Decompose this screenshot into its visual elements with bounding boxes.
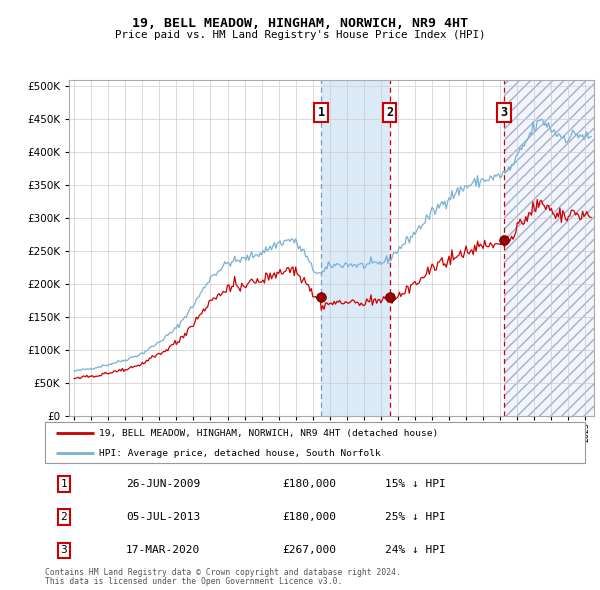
Text: 19, BELL MEADOW, HINGHAM, NORWICH, NR9 4HT (detached house): 19, BELL MEADOW, HINGHAM, NORWICH, NR9 4… bbox=[99, 429, 438, 438]
FancyBboxPatch shape bbox=[45, 422, 585, 463]
Text: £180,000: £180,000 bbox=[283, 479, 337, 489]
Text: 2: 2 bbox=[386, 106, 393, 119]
Bar bbox=[504, 80, 594, 416]
Text: 15% ↓ HPI: 15% ↓ HPI bbox=[385, 479, 446, 489]
Text: 2: 2 bbox=[61, 512, 67, 522]
Text: 05-JUL-2013: 05-JUL-2013 bbox=[126, 512, 200, 522]
Text: 24% ↓ HPI: 24% ↓ HPI bbox=[385, 545, 446, 555]
Bar bbox=[504, 80, 594, 416]
Text: £267,000: £267,000 bbox=[283, 545, 337, 555]
Text: HPI: Average price, detached house, South Norfolk: HPI: Average price, detached house, Sout… bbox=[99, 449, 381, 458]
Text: 3: 3 bbox=[61, 545, 67, 555]
Text: Contains HM Land Registry data © Crown copyright and database right 2024.: Contains HM Land Registry data © Crown c… bbox=[45, 568, 401, 577]
Text: 1: 1 bbox=[61, 479, 67, 489]
Text: This data is licensed under the Open Government Licence v3.0.: This data is licensed under the Open Gov… bbox=[45, 577, 343, 586]
Text: 26-JUN-2009: 26-JUN-2009 bbox=[126, 479, 200, 489]
Text: 17-MAR-2020: 17-MAR-2020 bbox=[126, 545, 200, 555]
Bar bbox=[321, 80, 389, 416]
Text: 25% ↓ HPI: 25% ↓ HPI bbox=[385, 512, 446, 522]
Text: 1: 1 bbox=[317, 106, 325, 119]
Text: Price paid vs. HM Land Registry's House Price Index (HPI): Price paid vs. HM Land Registry's House … bbox=[115, 31, 485, 40]
Text: £180,000: £180,000 bbox=[283, 512, 337, 522]
Text: 3: 3 bbox=[500, 106, 508, 119]
Text: 19, BELL MEADOW, HINGHAM, NORWICH, NR9 4HT: 19, BELL MEADOW, HINGHAM, NORWICH, NR9 4… bbox=[132, 17, 468, 30]
